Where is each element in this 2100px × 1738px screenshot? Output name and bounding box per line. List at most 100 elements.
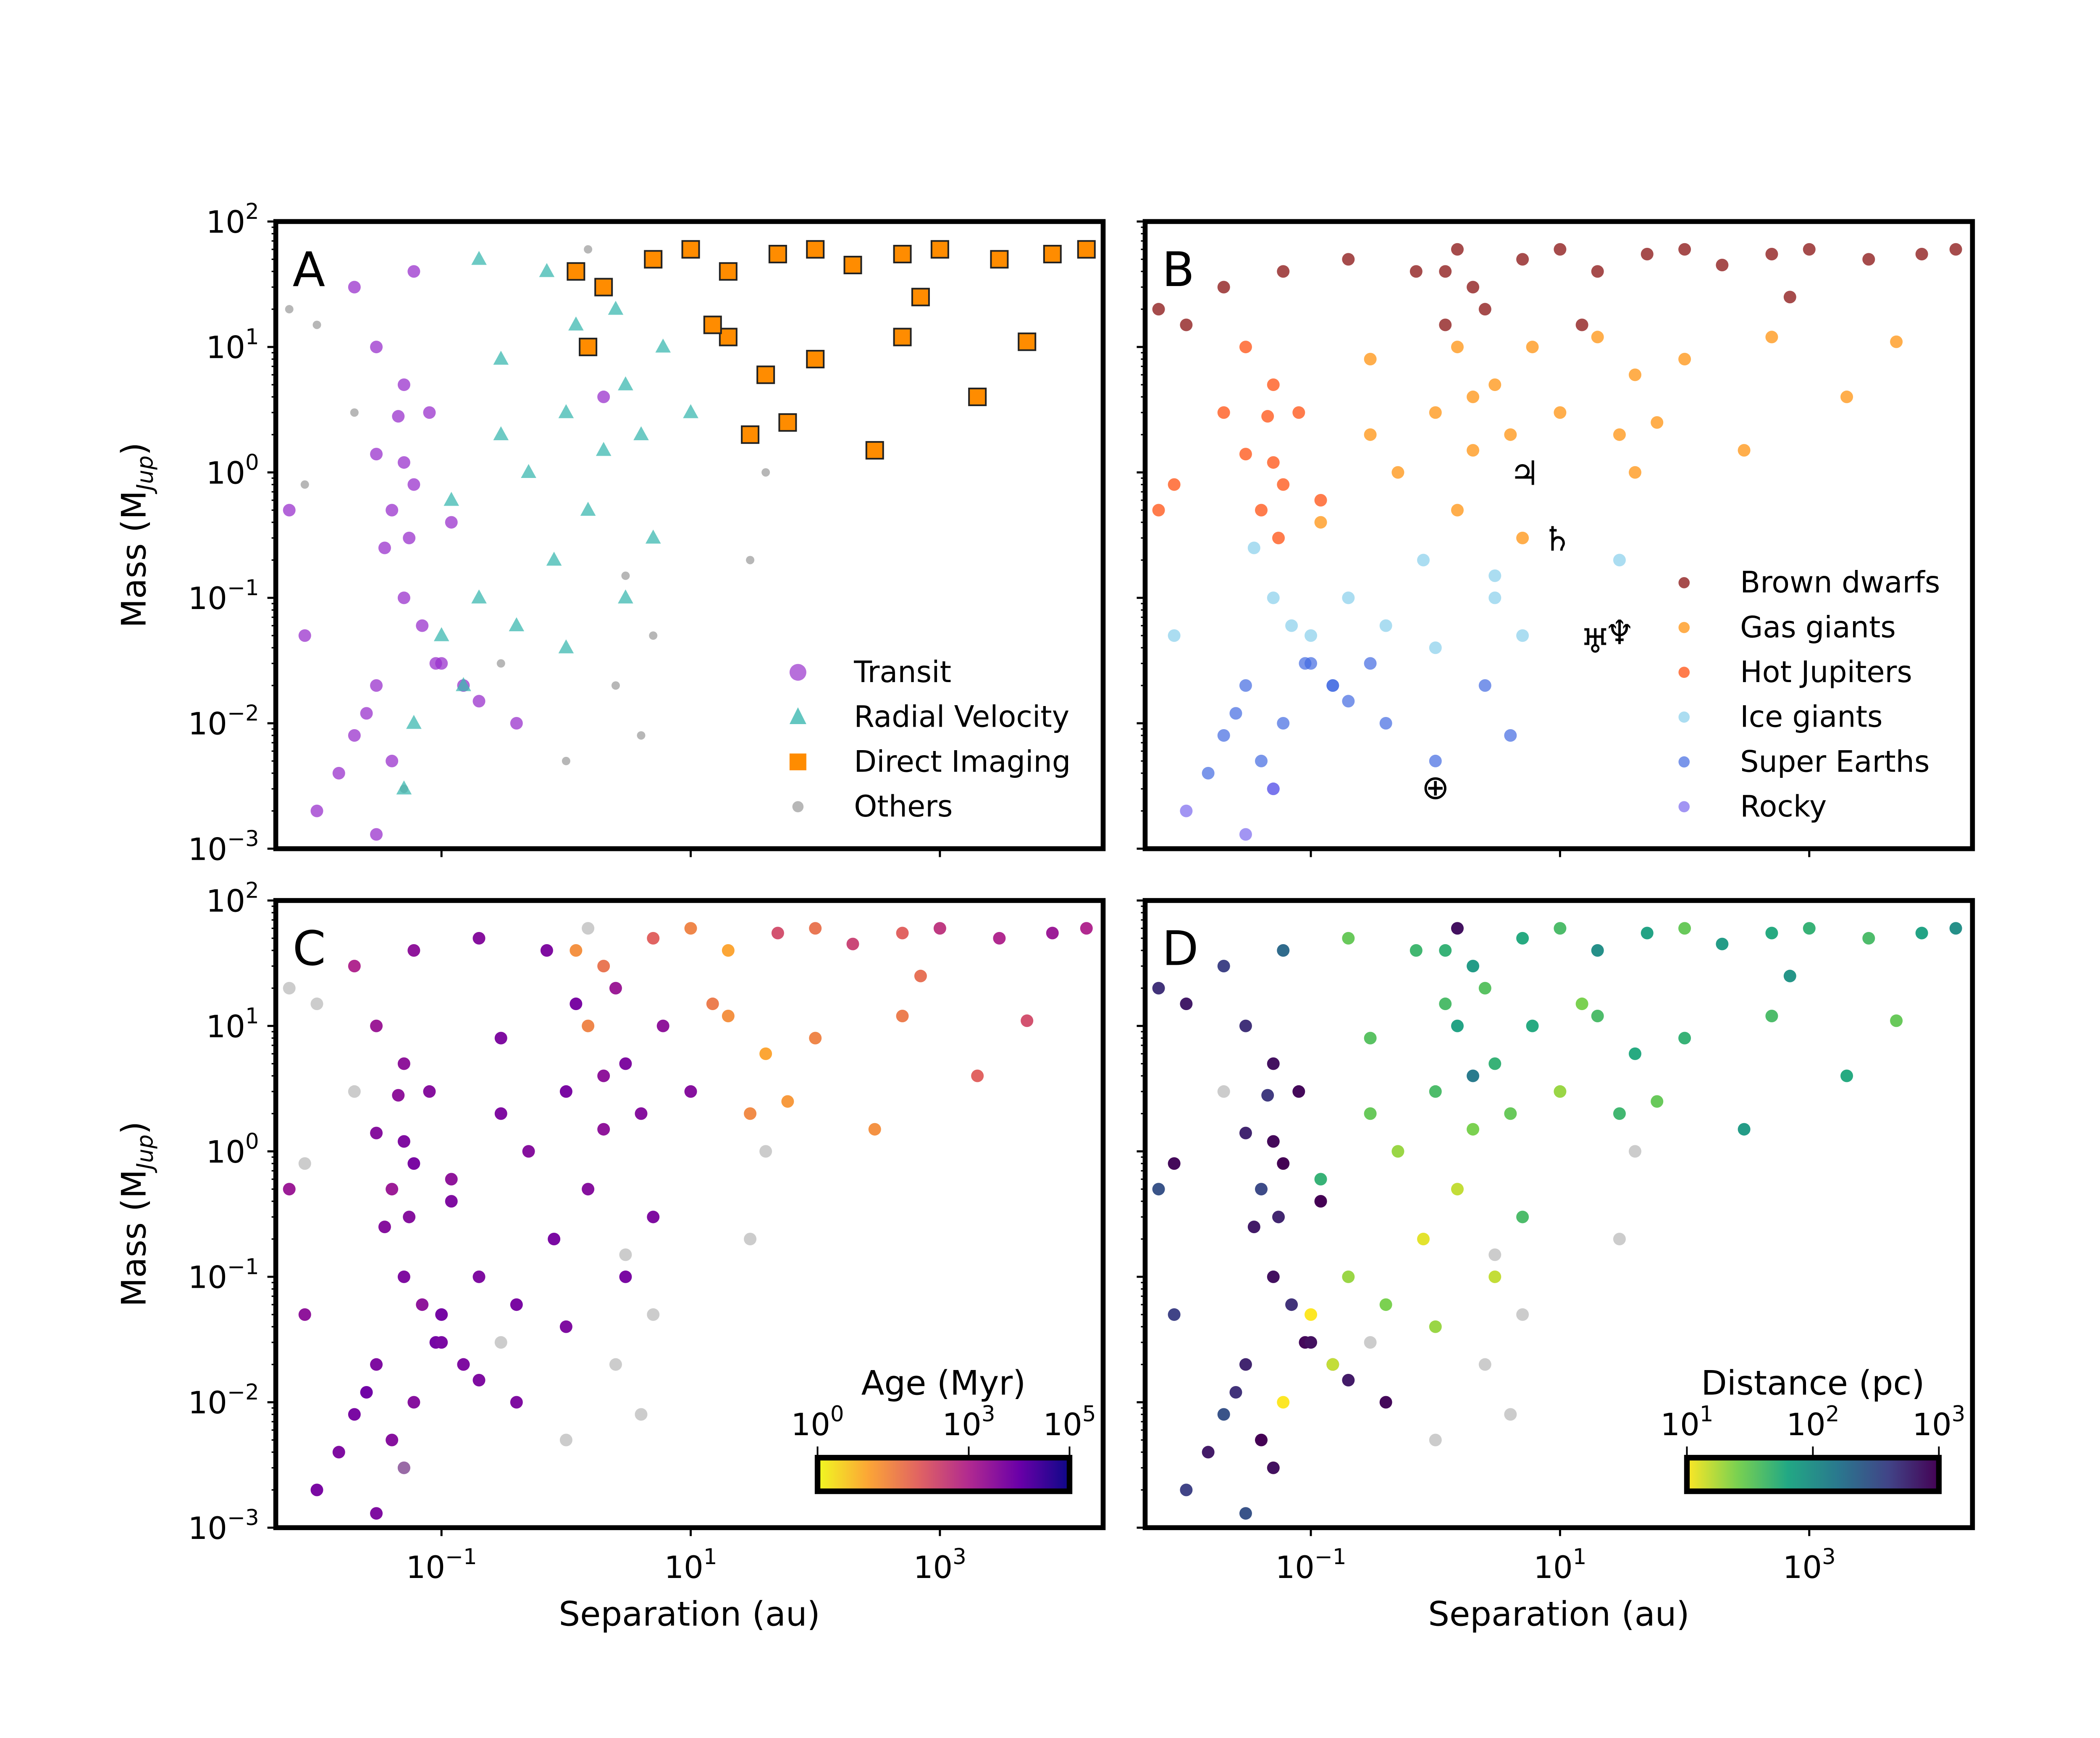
data-point [1526, 1019, 1539, 1032]
data-point [1080, 922, 1093, 935]
data-point [370, 1507, 383, 1520]
data-point [619, 1057, 632, 1070]
data-point [1342, 1373, 1355, 1386]
data-point [348, 1408, 361, 1421]
legend-item: Radial Velocity [789, 700, 1069, 734]
data-point-direct-imaging [893, 244, 912, 263]
data-point [1267, 591, 1280, 604]
data-point [1451, 341, 1464, 354]
data-point [1478, 303, 1491, 316]
data-point [1326, 679, 1339, 692]
data-point-direct-imaging [893, 328, 912, 347]
data-point [1429, 641, 1442, 654]
data-point [1467, 960, 1480, 973]
data-point [993, 932, 1006, 945]
data-point [350, 408, 359, 417]
data-point [1391, 466, 1404, 479]
data-point [283, 982, 296, 995]
data-point [445, 1195, 458, 1208]
data-point [496, 659, 505, 668]
data-point [1267, 378, 1280, 391]
data-point [1467, 444, 1480, 457]
data-point [1217, 1408, 1230, 1421]
y-axis-label: Mass (MJup) [115, 442, 158, 628]
data-point [1591, 331, 1604, 344]
data-point [1255, 1433, 1268, 1447]
data-point [1255, 504, 1268, 517]
data-point [360, 707, 373, 720]
data-point [1239, 679, 1252, 692]
data-point [457, 1358, 470, 1371]
legend-label: Gas giants [1740, 610, 1896, 644]
data-point [435, 1308, 448, 1321]
data-point [1292, 406, 1305, 419]
data-point-radial-velocity [471, 589, 487, 604]
data-point [1862, 932, 1875, 945]
tick-label: 101 [664, 1544, 717, 1586]
data-point [647, 932, 660, 945]
data-point [914, 969, 927, 982]
data-point [1516, 1210, 1529, 1223]
data-point [562, 756, 570, 765]
axes-frame [1142, 219, 1975, 851]
data-point [1439, 318, 1452, 331]
data-point-direct-imaging [567, 262, 585, 281]
data-point [1429, 754, 1442, 767]
data-point-radial-velocity [618, 376, 633, 391]
legend-marker-triangle [789, 707, 806, 725]
data-point [582, 1019, 595, 1032]
data-point [1504, 729, 1517, 742]
data-point [1180, 998, 1193, 1011]
tick-base: 10 [206, 330, 245, 366]
legend-marker-circle [1678, 577, 1690, 588]
tick-exponent: −2 [227, 701, 259, 726]
data-point [472, 1270, 486, 1283]
tick-exponent: 0 [830, 1402, 844, 1427]
data-point [846, 937, 859, 950]
data-point [1267, 1135, 1280, 1148]
data-point [1180, 804, 1193, 817]
data-point [1591, 944, 1604, 957]
data-point [1168, 1308, 1181, 1321]
tick-exponent: −1 [227, 1255, 259, 1280]
data-point [1651, 1095, 1664, 1108]
data-point [1410, 944, 1423, 957]
data-point [1641, 927, 1654, 940]
data-point [435, 657, 448, 670]
data-point [435, 1336, 448, 1349]
tick-exponent: 3 [1952, 1402, 1966, 1427]
solar-system-planet-neptune: ♆ [1604, 613, 1635, 652]
data-point [1267, 1461, 1280, 1474]
data-point [348, 729, 361, 742]
tick-base: 10 [1276, 1550, 1315, 1586]
data-point [1504, 428, 1517, 441]
data-point-direct-imaging [865, 441, 884, 460]
data-point [1305, 629, 1318, 642]
data-point [1488, 591, 1502, 604]
tick-base: 10 [1786, 1407, 1825, 1443]
axes-frame [273, 219, 1106, 851]
legend-marker-circle [792, 801, 804, 813]
legend-item: Super Earths [1678, 744, 1929, 779]
data-point [1591, 265, 1604, 278]
legend-label: Ice giants [1740, 700, 1882, 734]
data-point-direct-imaging [579, 338, 598, 357]
legend-item: Direct Imaging [789, 744, 1071, 779]
data-point-radial-velocity [645, 529, 661, 544]
data-point-radial-velocity [493, 351, 509, 365]
data-point-direct-imaging [756, 365, 775, 384]
data-point [1267, 1270, 1280, 1283]
data-point-radial-velocity [558, 404, 574, 418]
tick-base: 10 [206, 1009, 245, 1045]
x-axis-label: Separation (au) [1428, 1595, 1689, 1634]
data-point-direct-imaging [719, 328, 738, 347]
data-point [386, 504, 399, 517]
data-point [744, 1233, 757, 1246]
data-point [1629, 368, 1642, 381]
data-point [1168, 478, 1181, 491]
data-point [1152, 1183, 1165, 1196]
data-point-radial-velocity [471, 251, 487, 265]
data-point [1046, 927, 1059, 940]
